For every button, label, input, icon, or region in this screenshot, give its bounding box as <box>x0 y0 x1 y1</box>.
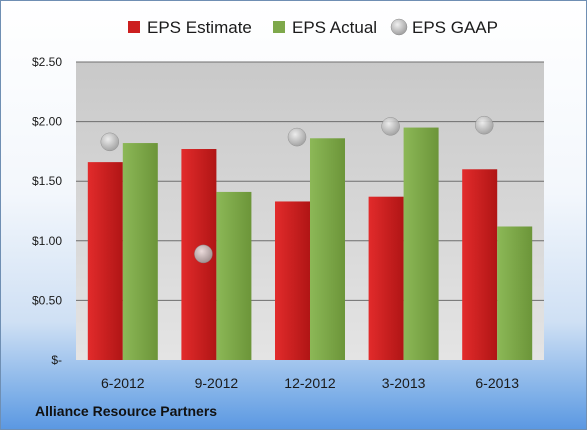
x-category-label: 3-2013 <box>382 375 426 391</box>
eps-gaap-point <box>100 132 120 152</box>
x-category-label: 6-2013 <box>475 375 519 391</box>
x-category-label: 6-2012 <box>101 375 145 391</box>
legend-label: EPS Actual <box>292 18 377 37</box>
legend-swatch <box>273 21 285 33</box>
company-name: Alliance Resource Partners <box>35 403 218 419</box>
eps-actual-bar <box>216 191 252 360</box>
y-tick-label: $1.50 <box>32 174 62 188</box>
bars <box>87 127 533 360</box>
x-category-label: 9-2012 <box>195 375 239 391</box>
eps-actual-bar <box>497 226 533 360</box>
y-tick-label: $2.00 <box>32 115 62 129</box>
y-tick-label: $1.00 <box>32 234 62 248</box>
eps-gaap-point <box>194 244 213 264</box>
y-tick-label: $0.50 <box>32 293 62 307</box>
eps-estimate-bar <box>87 162 123 360</box>
y-tick-label: $2.50 <box>32 55 62 69</box>
eps-estimate-bar <box>275 201 310 360</box>
legend: EPS Estimate EPS Actual EPS GAAP <box>128 18 498 37</box>
legend-label: EPS Estimate <box>147 18 252 37</box>
x-axis-labels: 6-2012 9-2012 12-2012 3-2013 6-2013 <box>101 375 519 391</box>
eps-actual-bar <box>403 127 439 360</box>
eps-estimate-bar <box>462 169 498 360</box>
eps-actual-bar <box>310 138 345 360</box>
gaap-points <box>100 115 494 264</box>
eps-actual-bar <box>122 143 158 360</box>
eps-estimate-bar <box>368 196 404 360</box>
y-tick-label: $- <box>51 353 62 367</box>
legend-swatch <box>390 18 408 36</box>
legend-swatch <box>128 21 140 33</box>
eps-gaap-point <box>381 117 400 136</box>
legend-label: EPS GAAP <box>412 18 498 37</box>
eps-gaap-point <box>287 127 307 147</box>
x-category-label: 12-2012 <box>284 375 336 391</box>
eps-gaap-point <box>474 115 494 135</box>
y-axis-ticks: $- $0.50 $1.00 $1.50 $2.00 $2.50 <box>32 55 62 367</box>
